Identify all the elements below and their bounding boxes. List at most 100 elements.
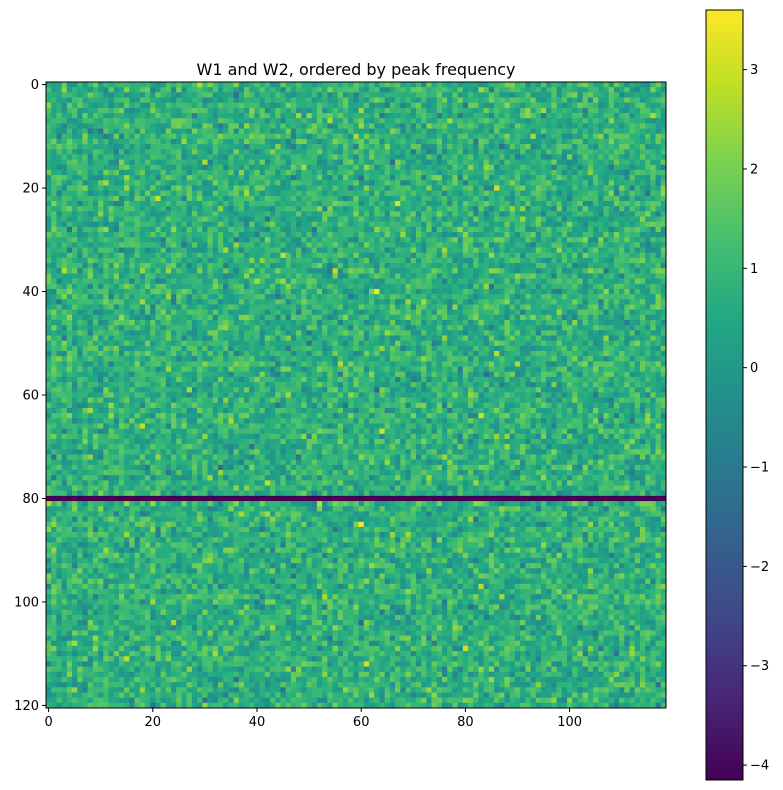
heatmap-cell	[613, 133, 620, 140]
heatmap-cell	[395, 87, 401, 93]
heatmap-cell	[181, 87, 188, 93]
heatmap-cell	[342, 180, 349, 186]
heatmap-cell	[61, 288, 68, 295]
heatmap-cell	[520, 102, 526, 109]
heatmap-cell	[530, 144, 537, 150]
heatmap-cell	[598, 195, 604, 202]
heatmap-cell	[540, 278, 547, 285]
heatmap-cell	[514, 149, 521, 155]
heatmap-cell	[624, 87, 630, 93]
heatmap-cell	[311, 273, 318, 279]
heatmap-cell	[290, 133, 297, 140]
heatmap-cell	[186, 247, 193, 254]
heatmap-cell	[202, 97, 208, 104]
heatmap-cell	[171, 133, 177, 140]
heatmap-cell	[311, 288, 318, 295]
heatmap-cell	[275, 200, 281, 207]
heatmap-cell	[223, 273, 229, 279]
heatmap-cell	[207, 288, 214, 295]
heatmap-cell	[660, 190, 667, 197]
heatmap-cell	[51, 242, 57, 248]
heatmap-cell	[509, 242, 516, 248]
heatmap-cell	[358, 247, 365, 254]
heatmap-cell	[290, 92, 297, 98]
heatmap-cell	[483, 169, 490, 176]
heatmap-cell	[144, 97, 151, 104]
heatmap-cell	[603, 190, 610, 197]
heatmap-cell	[514, 211, 521, 217]
heatmap-cell	[525, 164, 531, 171]
heatmap-cell	[306, 128, 313, 135]
heatmap-cell	[223, 97, 229, 104]
heatmap-cell	[264, 283, 271, 290]
heatmap-cell	[337, 195, 344, 202]
heatmap-cell	[296, 185, 302, 191]
heatmap-cell	[327, 283, 333, 290]
heatmap-cell	[431, 180, 438, 186]
heatmap-cell	[118, 154, 125, 160]
heatmap-cell	[217, 252, 224, 259]
heatmap-cell	[488, 159, 495, 166]
heatmap-cell	[421, 138, 427, 145]
heatmap-cell	[400, 113, 406, 119]
heatmap-cell	[473, 128, 479, 135]
heatmap-cell	[223, 263, 229, 269]
heatmap-cell	[254, 180, 260, 186]
heatmap-cell	[603, 180, 610, 186]
heatmap-cell	[264, 195, 271, 202]
heatmap-cell	[384, 242, 391, 248]
heatmap-cell	[499, 195, 505, 202]
heatmap-cell	[572, 97, 578, 104]
heatmap-cell	[426, 252, 432, 259]
heatmap-cell	[436, 221, 443, 228]
heatmap-cell	[207, 195, 214, 202]
heatmap-cell	[468, 159, 474, 166]
heatmap-cell	[540, 169, 547, 176]
heatmap-cell	[494, 144, 500, 150]
heatmap-cell	[243, 133, 250, 140]
heatmap-cell	[488, 185, 495, 191]
heatmap-cell	[624, 221, 630, 228]
heatmap-cell	[447, 144, 453, 150]
heatmap-cell	[129, 242, 135, 248]
heatmap-cell	[61, 200, 68, 207]
heatmap-cell	[98, 226, 104, 233]
heatmap-cell	[176, 164, 182, 171]
heatmap-cell	[535, 92, 542, 98]
heatmap-cell	[327, 252, 333, 259]
heatmap-cell	[223, 164, 229, 171]
heatmap-cell	[634, 195, 641, 202]
heatmap-cell	[478, 87, 484, 93]
heatmap-cell	[379, 221, 386, 228]
heatmap-cell	[217, 169, 224, 176]
heatmap-cell	[337, 102, 344, 109]
heatmap-cell	[270, 216, 276, 223]
heatmap-cell	[322, 133, 328, 140]
heatmap-cell	[249, 123, 255, 129]
heatmap-cell	[129, 206, 135, 212]
heatmap-cell	[374, 97, 380, 104]
heatmap-cell	[525, 113, 531, 119]
heatmap-cell	[82, 185, 89, 191]
heatmap-cell	[56, 87, 62, 93]
heatmap-cell	[275, 283, 281, 290]
heatmap-cell	[217, 195, 224, 202]
heatmap-cell	[118, 242, 125, 248]
heatmap-cell	[488, 237, 495, 243]
heatmap-cell	[270, 87, 276, 93]
heatmap-cell	[124, 159, 130, 166]
heatmap-cell	[254, 128, 260, 135]
heatmap-cell	[540, 247, 547, 254]
heatmap-cell	[56, 247, 62, 254]
heatmap-cell	[332, 180, 339, 186]
heatmap-cell	[113, 263, 120, 269]
heatmap-cell	[103, 133, 109, 140]
heatmap-cell	[603, 195, 610, 202]
heatmap-cell	[249, 190, 255, 197]
heatmap-cell	[243, 237, 250, 243]
heatmap-cell	[306, 185, 313, 191]
heatmap-cell	[191, 185, 198, 191]
heatmap-cells	[46, 82, 667, 709]
heatmap-cell	[72, 216, 78, 223]
heatmap-cell	[212, 159, 219, 166]
